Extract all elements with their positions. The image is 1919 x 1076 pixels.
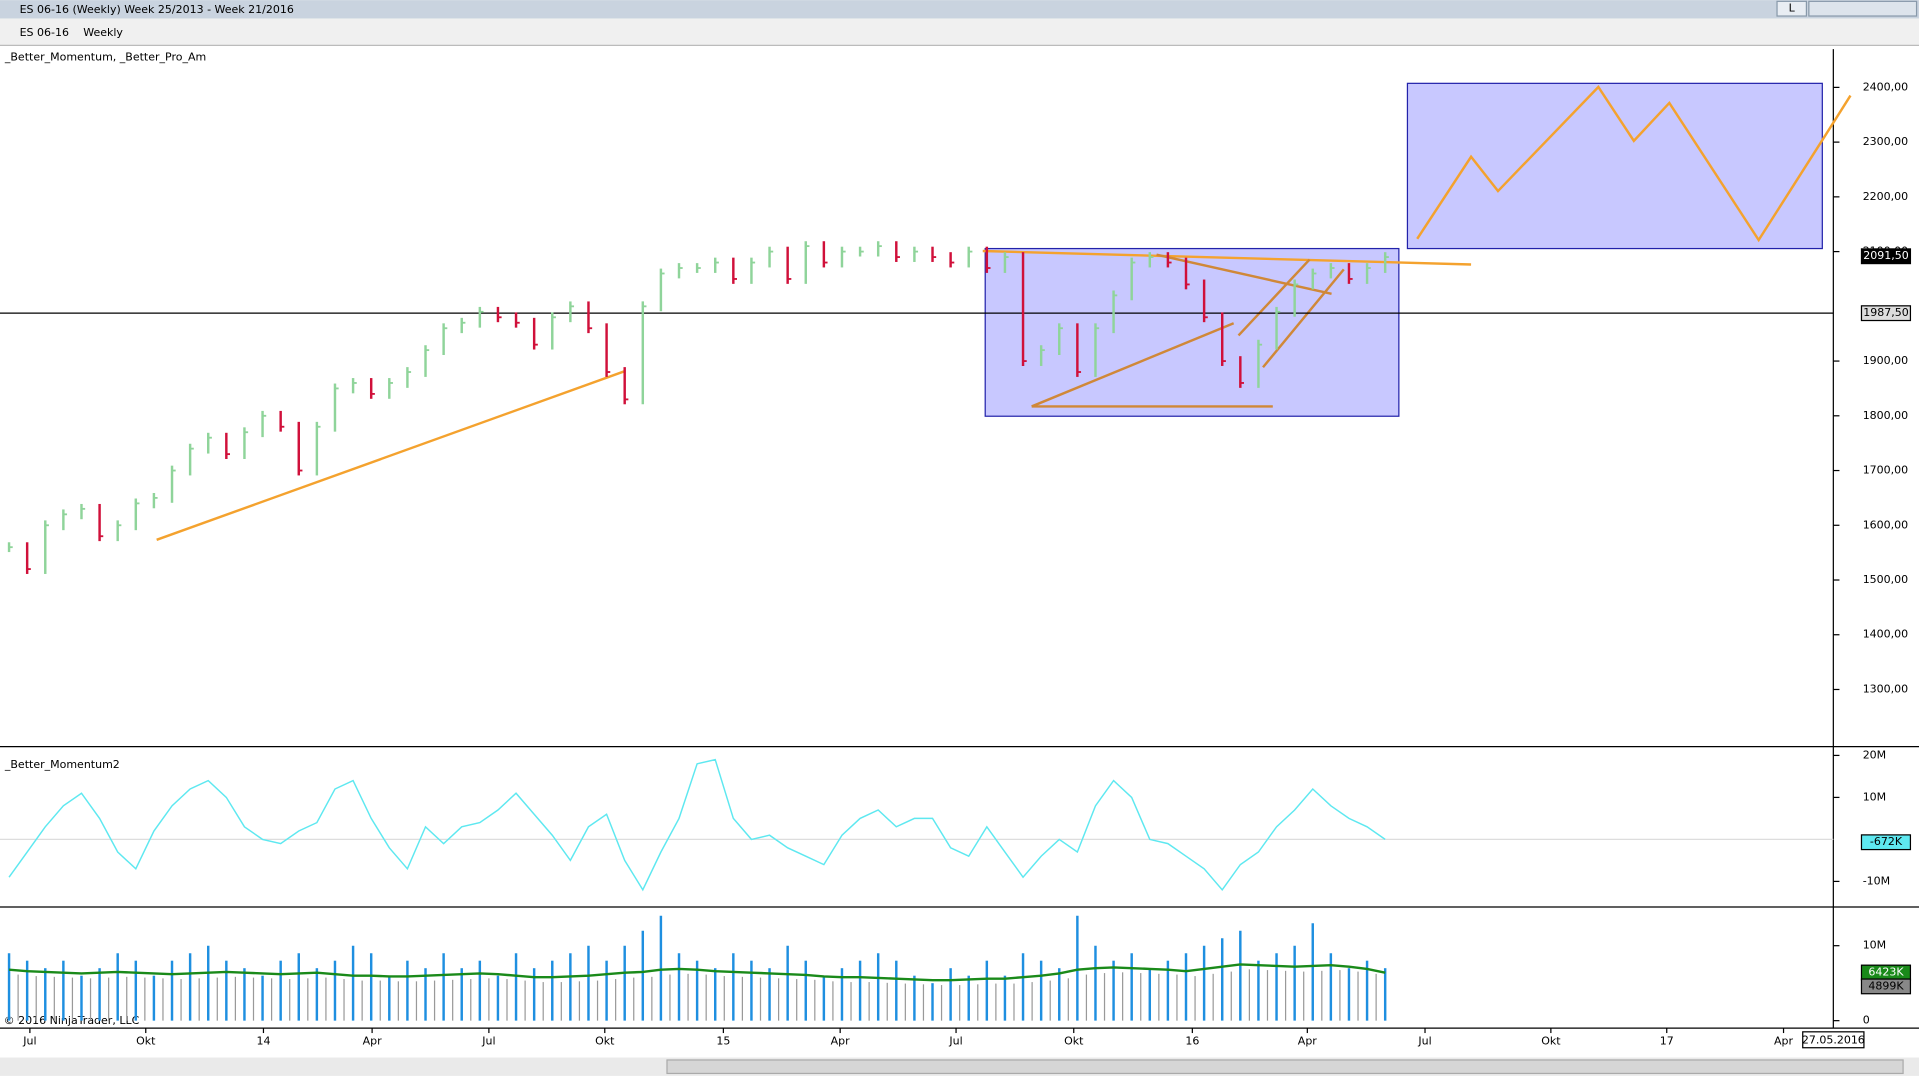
x-tick-label: 14 bbox=[256, 1035, 270, 1048]
axis-value-box bbox=[1860, 978, 1912, 995]
y-tick-label: 20M bbox=[1863, 748, 1887, 761]
y-tick-label: 1500,00 bbox=[1863, 573, 1909, 586]
window-button-label[interactable]: L bbox=[1789, 2, 1796, 15]
y-tick-label: 1600,00 bbox=[1863, 518, 1909, 531]
x-tick-label: 15 bbox=[716, 1035, 730, 1048]
x-tick-label: 16 bbox=[1185, 1035, 1199, 1048]
x-tick-label: Apr bbox=[1298, 1035, 1318, 1048]
axis-value-label: -672K bbox=[1870, 835, 1903, 848]
y-tick-label: 0 bbox=[1863, 1014, 1870, 1027]
pattern-line[interactable] bbox=[1237, 258, 1311, 337]
axis-value-box bbox=[1860, 305, 1912, 322]
y-tick-label: 1300,00 bbox=[1863, 682, 1909, 695]
y-tick-label: 1400,00 bbox=[1863, 628, 1909, 641]
period-select[interactable]: Weekly bbox=[83, 26, 123, 39]
axis-value-box bbox=[1860, 834, 1912, 851]
range-box[interactable] bbox=[984, 247, 1400, 417]
axis-value-label: 1987,50 bbox=[1863, 306, 1909, 319]
y-tick-label: 10M bbox=[1863, 790, 1887, 803]
date-label-box bbox=[1802, 1031, 1865, 1049]
window-button[interactable] bbox=[1776, 0, 1808, 17]
volume-average bbox=[8, 963, 1386, 982]
scroll-thumb[interactable] bbox=[666, 1059, 1904, 1075]
forecast-box[interactable] bbox=[1406, 82, 1823, 250]
x-tick-label: 17 bbox=[1660, 1035, 1674, 1048]
forecast-path[interactable] bbox=[1416, 85, 1852, 243]
instrument-select[interactable]: ES 06-16 bbox=[20, 26, 69, 39]
y-tick-label: 1800,00 bbox=[1863, 409, 1909, 422]
pattern-line[interactable] bbox=[1031, 322, 1235, 408]
y-tick-label: -10M bbox=[1863, 874, 1890, 887]
y-tick-label: 1900,00 bbox=[1863, 354, 1909, 367]
axis-value-label: 2091,50 bbox=[1863, 249, 1909, 262]
momentum-pane-title: _Better_Momentum2 bbox=[4, 758, 120, 771]
window-controls[interactable] bbox=[1808, 0, 1918, 17]
momentum-line bbox=[8, 758, 1386, 892]
toolbar bbox=[0, 18, 1919, 46]
axis-value-label: 4899K bbox=[1868, 979, 1904, 992]
price-pane-title: _Better_Momentum, _Better_Pro_Am bbox=[4, 51, 206, 64]
x-tick-label: Okt bbox=[136, 1035, 156, 1048]
y-tick-label: 2400,00 bbox=[1863, 80, 1909, 93]
x-tick-label: Apr bbox=[363, 1035, 383, 1048]
x-tick-label: Jul bbox=[22, 1035, 36, 1048]
title-bar bbox=[0, 0, 1919, 19]
x-tick-label: Okt bbox=[1064, 1035, 1084, 1048]
date-label: 27.05.2016 bbox=[1802, 1033, 1865, 1046]
y-tick-label: 2200,00 bbox=[1863, 190, 1909, 203]
axis-value-label: 6423K bbox=[1868, 966, 1904, 979]
copyright: © 2016 NinjaTrader, LLC bbox=[4, 1014, 140, 1027]
x-tick-label: Okt bbox=[1541, 1035, 1561, 1048]
x-tick-label: Okt bbox=[595, 1035, 615, 1048]
trend-line[interactable] bbox=[982, 249, 1472, 266]
y-tick-label: 1700,00 bbox=[1863, 464, 1909, 477]
x-tick-label: Jul bbox=[948, 1035, 962, 1048]
x-tick-label: Jul bbox=[481, 1035, 495, 1048]
window-title: ES 06-16 (Weekly) Week 25/2013 - Week 21… bbox=[20, 3, 294, 16]
x-tick-label: Jul bbox=[1417, 1035, 1431, 1048]
y-tick-label: 10M bbox=[1863, 939, 1887, 952]
pattern-line[interactable] bbox=[1262, 268, 1345, 369]
y-tick-label: 2300,00 bbox=[1863, 135, 1909, 148]
x-tick-label: Apr bbox=[831, 1035, 851, 1048]
axis-value-box bbox=[1860, 248, 1912, 265]
trend-line[interactable] bbox=[156, 369, 626, 541]
x-tick-label: Apr bbox=[1774, 1035, 1794, 1048]
